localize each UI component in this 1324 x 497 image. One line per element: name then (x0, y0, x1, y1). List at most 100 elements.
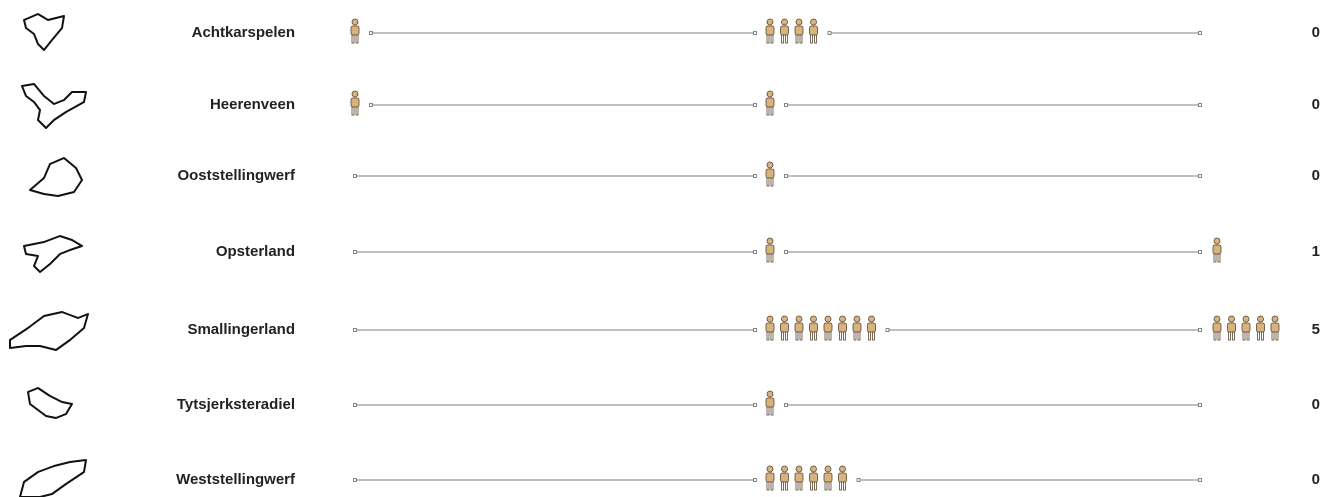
icon-leg (814, 481, 817, 491)
icon-leg (839, 331, 842, 341)
region-shape (23, 235, 83, 273)
region-name: Opsterland (216, 243, 295, 260)
icon-body (780, 25, 789, 36)
icon-leg (795, 331, 799, 341)
icon-head (1213, 237, 1221, 245)
icon-leg (857, 331, 861, 341)
region-shape (27, 387, 73, 419)
icon-body (867, 322, 876, 333)
region-shape (23, 13, 65, 51)
icon-leg (770, 331, 774, 341)
icon-leg (766, 177, 770, 187)
icon-head (824, 465, 832, 473)
icon-leg (799, 34, 803, 44)
connector-end (753, 328, 757, 332)
icon-head (795, 18, 803, 26)
icon-leg (843, 331, 846, 341)
icon-body (765, 97, 775, 108)
icon-leg (1213, 331, 1217, 341)
connector-end (369, 103, 373, 107)
icon-body (809, 25, 818, 36)
connector-end (353, 403, 357, 407)
icon-leg (785, 34, 788, 44)
icon-body (765, 168, 775, 179)
icon-leg (785, 331, 788, 341)
icon-body (823, 472, 833, 483)
icon-group (350, 18, 360, 44)
row-value: 1 (1312, 243, 1320, 260)
icon-body (765, 244, 775, 255)
connector-end (784, 250, 788, 254)
connector-end (753, 31, 757, 35)
region-name: Achtkarspelen (192, 24, 295, 41)
icon-body (780, 472, 789, 483)
icon-group (765, 390, 775, 416)
connector-end (784, 103, 788, 107)
connector-end (1198, 103, 1202, 107)
icon-leg (766, 106, 770, 116)
icon-leg (1213, 253, 1217, 263)
connector-end (353, 250, 357, 254)
icon-group (765, 315, 876, 341)
icon-body (350, 97, 360, 108)
icon-leg (766, 34, 770, 44)
icon-group (350, 90, 360, 116)
icon-head (781, 18, 788, 26)
icon-body (794, 25, 804, 36)
icon-leg (770, 177, 774, 187)
icon-leg (1271, 331, 1275, 341)
icon-body (1227, 322, 1236, 333)
icon-leg (766, 406, 770, 416)
connector-end (353, 174, 357, 178)
icon-leg (1232, 331, 1235, 341)
icon-leg (351, 106, 355, 116)
region-name: Smallingerland (187, 321, 295, 338)
icon-head (766, 465, 774, 473)
icon-leg (1217, 253, 1221, 263)
region-shapes (9, 13, 89, 497)
row-value: 0 (1312, 396, 1320, 413)
icon-body (765, 25, 775, 36)
icon-leg (781, 481, 784, 491)
icon-head (810, 315, 817, 323)
icon-leg (770, 34, 774, 44)
icon-leg (355, 34, 359, 44)
icon-head (868, 315, 875, 323)
icon-head (766, 390, 774, 398)
icon-leg (770, 481, 774, 491)
icon-head (781, 315, 788, 323)
icon-leg (810, 34, 813, 44)
connector-end (753, 250, 757, 254)
icon-group (765, 161, 775, 187)
region-name: Weststellingwerf (176, 471, 296, 488)
icon-body (765, 472, 775, 483)
icon-leg (355, 106, 359, 116)
region-name: Tytsjerksteradiel (177, 396, 295, 413)
icon-head (839, 315, 846, 323)
icon-head (1213, 315, 1221, 323)
icon-leg (824, 331, 828, 341)
icon-head (853, 315, 861, 323)
icon-leg (872, 331, 875, 341)
row-value: 0 (1312, 471, 1320, 488)
icon-head (795, 315, 803, 323)
icon-leg (1217, 331, 1221, 341)
icon-leg (828, 481, 832, 491)
connector-end (753, 478, 757, 482)
row-value: 0 (1312, 24, 1320, 41)
icon-leg (799, 481, 803, 491)
icon-leg (828, 331, 832, 341)
icon-body (780, 322, 789, 333)
icon-body (809, 322, 818, 333)
connector-end (753, 403, 757, 407)
icon-head (795, 465, 803, 473)
icon-leg (810, 331, 813, 341)
icon-head (1271, 315, 1279, 323)
icon-head (766, 161, 774, 169)
icon-leg (1246, 331, 1250, 341)
icon-leg (766, 481, 770, 491)
icon-leg (799, 331, 803, 341)
icon-leg (770, 253, 774, 263)
connector-end (1198, 478, 1202, 482)
